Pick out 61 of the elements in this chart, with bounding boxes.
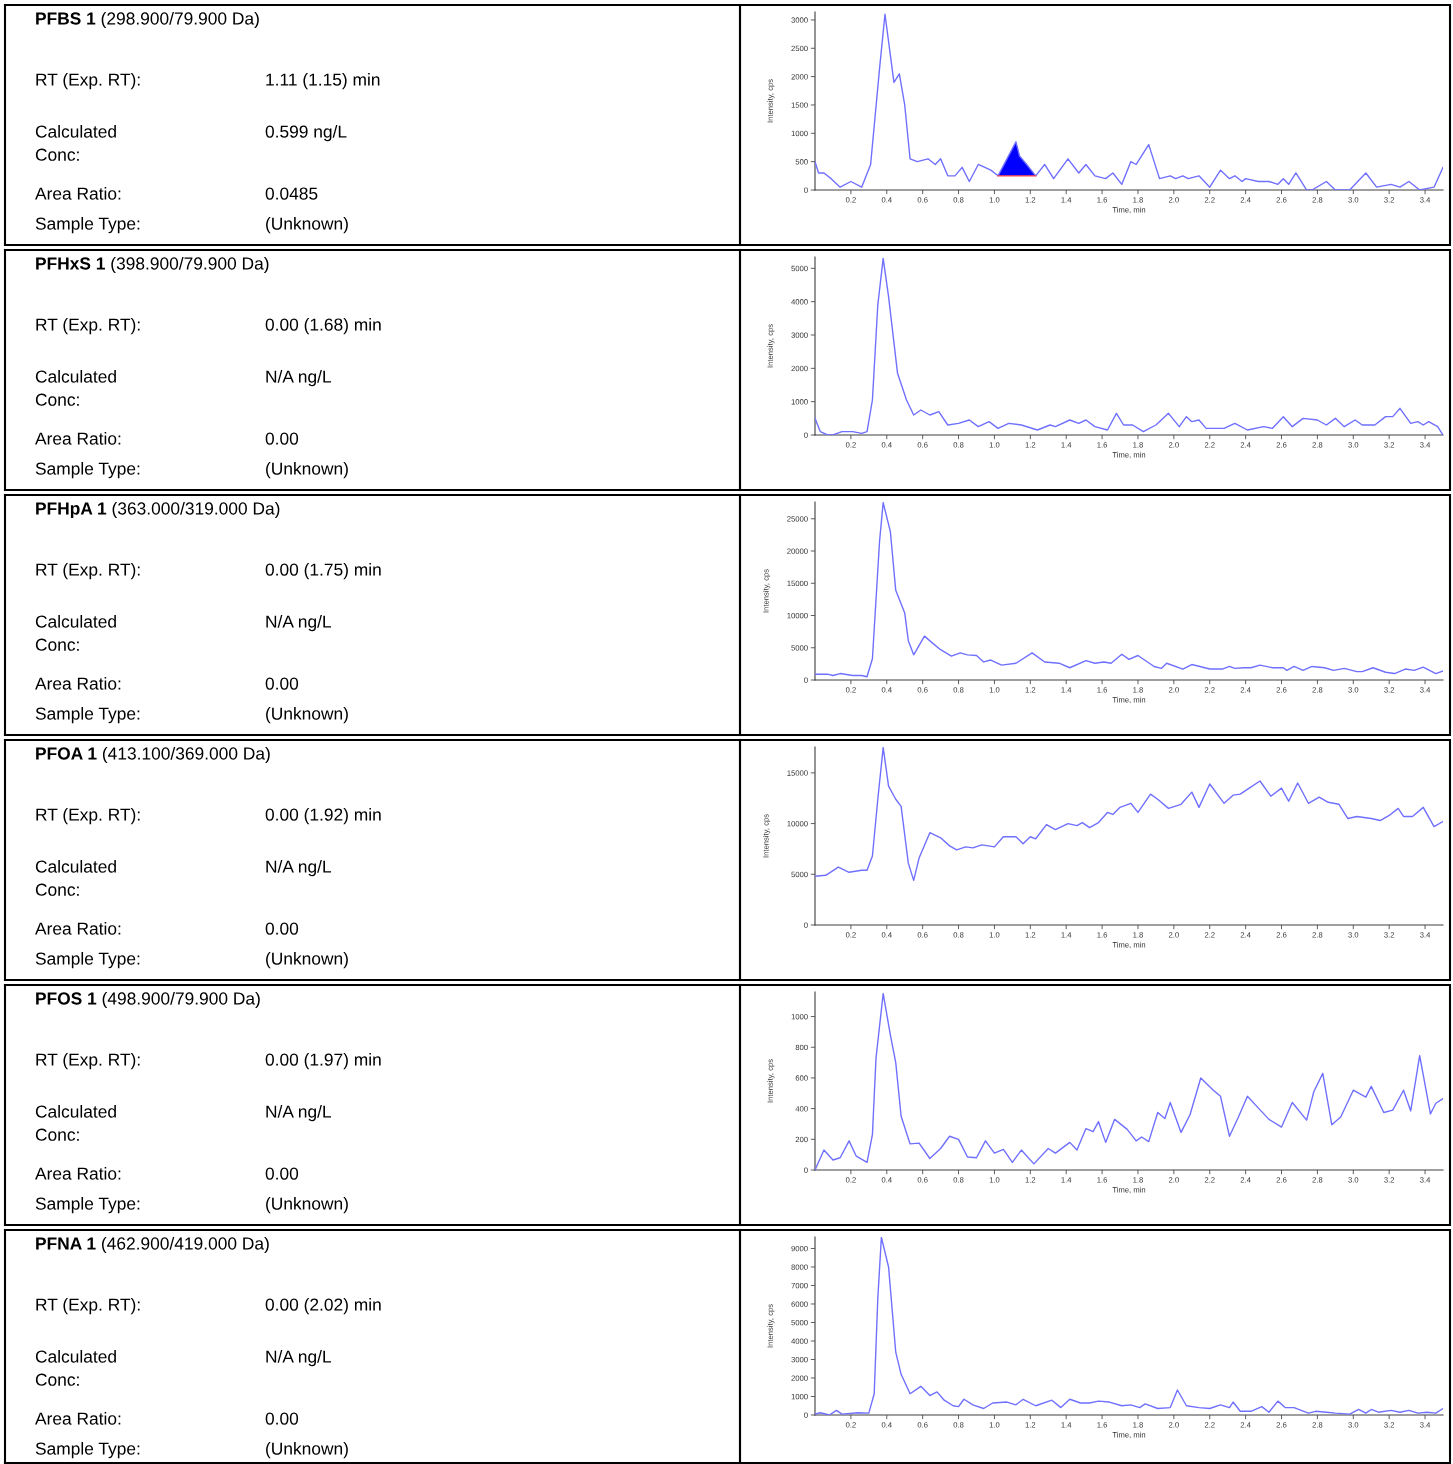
text: PFOS 1 [36,992,97,1005]
text: RT (Exp. RT): [36,563,140,580]
text: Calculated Conc: [35,1350,116,1386]
text: PFHpA 1 [36,502,107,519]
line-series [815,747,1443,882]
text: 0.00 (1.68) min [265,318,381,335]
text: PFHxS 1 [36,257,105,270]
text: N/A ng/L [266,615,332,632]
text: Calculated Conc: [35,370,116,406]
text: Sample Type: [35,1197,140,1214]
text: Area Ratio: [35,1412,121,1425]
text: Sample Type: [35,217,140,234]
text: PFBS 1 [36,12,96,25]
text: (Unknown) [266,707,348,724]
text: RT (Exp. RT): [36,1298,140,1315]
text: Calculated Conc: [35,860,116,896]
text: N/A ng/L [266,1105,332,1122]
text: 0.0485 [265,187,318,200]
text: RT (Exp. RT): [36,808,140,825]
text: (Unknown) [266,462,348,479]
text: PFOA 1 [36,747,97,760]
text: (398.900/79.900 Da) [111,256,269,274]
text: 0.599 ng/L [265,125,347,142]
text: 0.00 [265,922,299,935]
text: 1.11 (1.15) min [266,73,380,90]
text: 0.00 [265,677,299,690]
text: Area Ratio: [35,1167,121,1180]
text: Area Ratio: [35,922,121,935]
text: (Unknown) [266,1197,348,1214]
text: Area Ratio: [35,432,121,445]
text: RT (Exp. RT): [36,318,140,335]
text: (Unknown) [266,952,348,969]
text: Calculated Conc: [35,125,116,161]
text: PFNA 1 [36,1237,96,1250]
text: Calculated Conc: [35,615,116,651]
text: (Unknown) [266,217,348,234]
text: (498.900/79.900 Da) [102,991,260,1009]
text: 0.00 (1.92) min [265,808,381,825]
text: (Unknown) [266,1442,348,1459]
text: Sample Type: [35,462,140,479]
text: RT (Exp. RT): [36,1053,140,1070]
text: 0.00 [265,1167,299,1180]
text: 0.00 (1.75) min [265,563,381,580]
text: Area Ratio: [35,677,121,690]
text: N/A ng/L [266,860,332,877]
text: (298.900/79.900 Da) [101,11,259,29]
text: N/A ng/L [266,1350,332,1367]
text: 0.00 [265,1412,299,1425]
text: 0.00 [265,432,299,445]
text: 0.00 (1.97) min [265,1053,381,1070]
text: N/A ng/L [266,370,332,387]
text: Calculated Conc: [35,1105,116,1141]
text: RT (Exp. RT): [36,73,140,90]
text: (363.000/319.000 Da) [112,501,280,519]
text: (462.900/419.000 Da) [101,1236,269,1254]
text: (413.100/369.000 Da) [102,746,270,764]
text: Area Ratio: [35,187,121,200]
text: Sample Type: [35,707,140,724]
text: Sample Type: [35,1442,140,1459]
text: 0.00 (2.02) min [265,1298,381,1315]
text: Sample Type: [35,952,140,969]
